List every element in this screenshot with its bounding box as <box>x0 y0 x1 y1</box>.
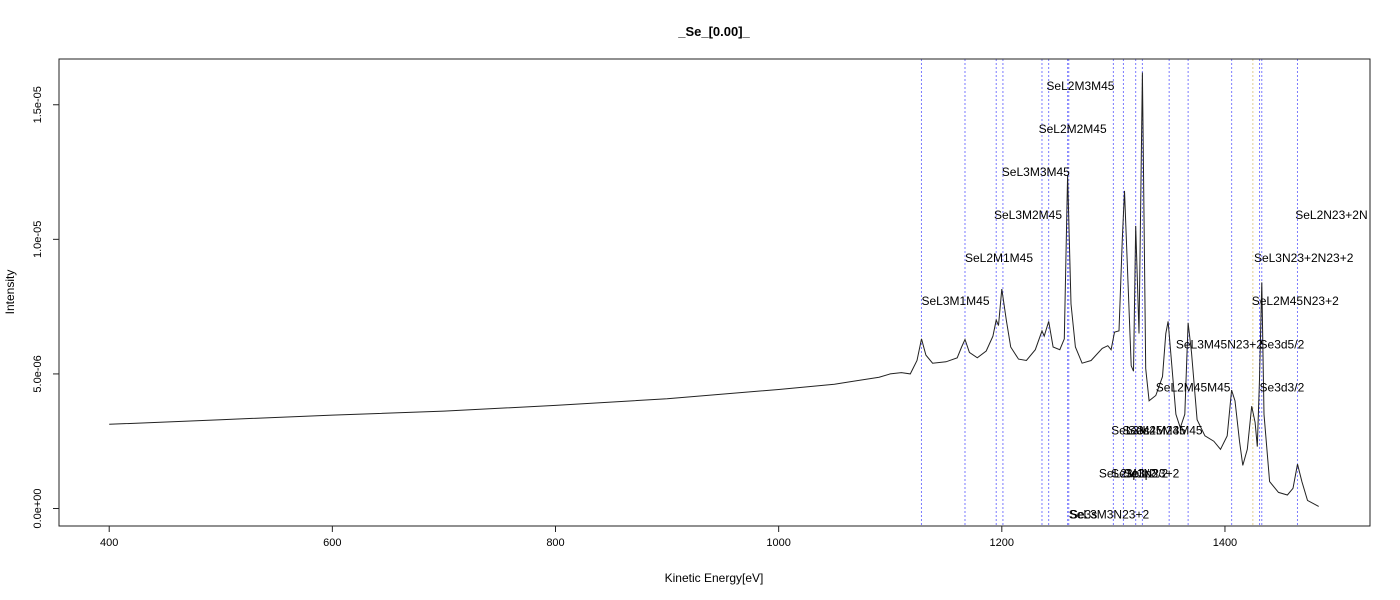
x-axis-label: Kinetic Energy[eV] <box>665 571 764 585</box>
peak-label: SeL3M2M45 <box>994 208 1062 222</box>
peak-label: SeL2M45M45 <box>1156 380 1231 394</box>
peak-label: Se3s <box>1122 423 1149 437</box>
peak-label: SeL3M3N23+2 <box>1069 507 1150 521</box>
y-axis: 0.0e+00 5.0e-06 1.0e-05 1.5e-05 <box>32 86 60 529</box>
peak-label: Se3p1/2 <box>1111 467 1156 481</box>
peak-label: SeL2M3M45 <box>1046 79 1114 93</box>
peak-label: Se3d5/2 <box>1260 337 1305 351</box>
peak-label: Se3d3/2 <box>1260 380 1305 394</box>
peak-label: Se3s <box>1070 507 1097 521</box>
plot-frame <box>58 58 1371 527</box>
peak-label: SeL2M45N23+2 <box>1252 294 1339 308</box>
peak-label: SeL2M1N23+2 <box>1099 467 1180 481</box>
peak-label: SeL3M45N23+2 <box>1176 337 1263 351</box>
x-axis: 400 600 800 1000 1200 1400 <box>100 525 1237 549</box>
peak-label: SeL3M1M45 <box>921 294 989 308</box>
x-tick-label: 400 <box>100 537 118 549</box>
x-tick-label: 1000 <box>766 537 790 549</box>
spectrum-line <box>109 72 1319 507</box>
peak-label: SeL3M3M45 <box>1002 165 1070 179</box>
peak-label: SeL2N23+2N <box>1295 208 1367 222</box>
y-tick-label: 5.0e-06 <box>32 355 44 392</box>
y-tick-label: 1.5e-05 <box>32 86 44 123</box>
x-tick-label: 600 <box>323 537 341 549</box>
y-axis-label: Intensity <box>3 270 17 315</box>
y-tick-label: 0.0e+00 <box>32 488 44 528</box>
peak-label: SeL2M2M45 <box>1039 122 1107 136</box>
peak-label: SeL2M23M45 <box>1128 423 1203 437</box>
peak-label: SeL3N23+2N23+2 <box>1254 251 1354 265</box>
peak-label: SeL2M1M45 <box>965 251 1033 265</box>
peak-annotations: SeL3M1M45 SeL2M1M45 SeL3M2M45 SeL3M3M45 SeL2… <box>921 79 1367 522</box>
series-layer <box>109 72 1319 507</box>
x-tick-label: 1400 <box>1213 537 1237 549</box>
x-tick-label: 1200 <box>990 537 1014 549</box>
x-tick-label: 800 <box>546 537 564 549</box>
chart-title: _Se_[0.00]_ <box>677 24 750 39</box>
y-tick-label: 1.0e-05 <box>32 221 44 258</box>
peak-label: SeL3M45M45 <box>1111 423 1186 437</box>
peak-label: Se3p3/2 <box>1123 467 1168 481</box>
